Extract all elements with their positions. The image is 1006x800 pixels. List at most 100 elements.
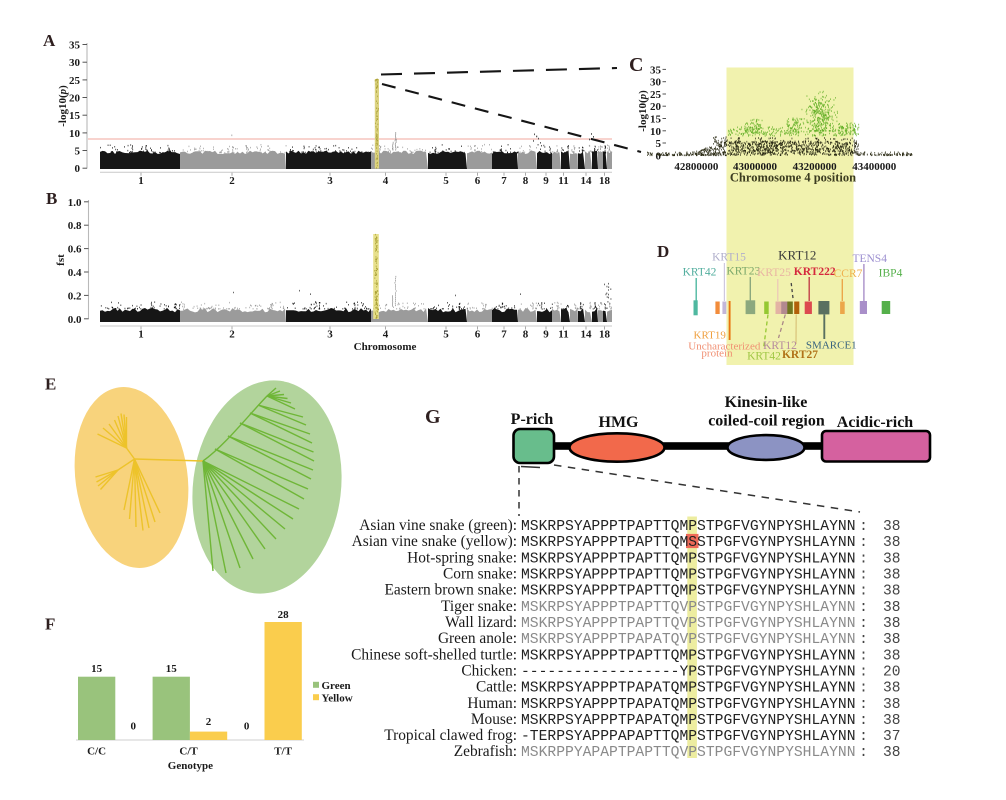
svg-text:38: 38 bbox=[883, 632, 901, 648]
svg-text:2: 2 bbox=[229, 175, 235, 187]
svg-text:7: 7 bbox=[501, 175, 507, 187]
svg-text:MSKRPSYAPPPTPAPTTQMPSTPGFVGYNP: MSKRPSYAPPPTPAPTTQMPSTPGFVGYNPYSHLAYNN bbox=[521, 568, 856, 584]
svg-text:A: A bbox=[43, 31, 56, 50]
svg-text:5: 5 bbox=[443, 175, 449, 187]
svg-text:10: 10 bbox=[69, 128, 81, 140]
svg-text:MSKRPSYAPPPTPAPATQMPSTPGFVGYNP: MSKRPSYAPPPTPAPATQMPSTPGFVGYNPYSHLAYNN bbox=[521, 697, 856, 713]
svg-text:Zebrafish:: Zebrafish: bbox=[454, 743, 517, 760]
svg-text:0.6: 0.6 bbox=[68, 244, 82, 256]
svg-text:14: 14 bbox=[581, 329, 593, 341]
svg-text:Chromosome 4 position: Chromosome 4 position bbox=[730, 171, 856, 185]
svg-text:14: 14 bbox=[581, 175, 593, 187]
svg-text:0.2: 0.2 bbox=[68, 290, 82, 302]
svg-text:3: 3 bbox=[327, 175, 333, 187]
svg-text:28: 28 bbox=[278, 609, 290, 621]
svg-text:1: 1 bbox=[138, 175, 144, 187]
svg-text:MSKRPSYAPPPTPAPTTQVPSTPGFVGYNP: MSKRPSYAPPPTPAPTTQVPSTPGFVGYNPYSHLAYNN bbox=[521, 600, 856, 616]
svg-text:37: 37 bbox=[883, 729, 901, 745]
svg-text:11: 11 bbox=[558, 329, 568, 341]
svg-text:KRT12: KRT12 bbox=[763, 340, 797, 352]
svg-text:Tiger snake:: Tiger snake: bbox=[441, 598, 517, 615]
svg-text:G: G bbox=[425, 406, 441, 428]
svg-text:38: 38 bbox=[883, 519, 901, 535]
svg-text:T/T: T/T bbox=[274, 746, 292, 758]
svg-text:MSKRPSYAPPPTPAPTTQMPSTPGFVGYNP: MSKRPSYAPPPTPAPTTQMPSTPGFVGYNPYSHLAYNN bbox=[521, 648, 856, 664]
svg-text:0: 0 bbox=[75, 163, 81, 175]
svg-text:IBP4: IBP4 bbox=[879, 268, 903, 280]
svg-text:Chromosome: Chromosome bbox=[354, 341, 417, 353]
svg-text:43200000: 43200000 bbox=[793, 161, 838, 173]
svg-text:9: 9 bbox=[543, 329, 549, 341]
svg-text:15: 15 bbox=[650, 114, 662, 126]
svg-text:KRT19: KRT19 bbox=[694, 330, 727, 342]
svg-text:------------------YPSTPGFVGYNP: ------------------YPSTPGFVGYNPYSHLAYNN bbox=[521, 665, 856, 681]
svg-text:8: 8 bbox=[523, 175, 529, 187]
svg-text:4: 4 bbox=[383, 175, 389, 187]
svg-text:MSKRPSYAPPPTPAPTTQMSSTPGFVGYNP: MSKRPSYAPPPTPAPTTQMSSTPGFVGYNPYSHLAYNN bbox=[521, 535, 856, 551]
svg-text::: : bbox=[859, 616, 868, 632]
svg-text::: : bbox=[859, 568, 868, 584]
svg-text::: : bbox=[859, 584, 868, 600]
svg-text:Chinese soft-shelled turtle:: Chinese soft-shelled turtle: bbox=[351, 646, 517, 663]
svg-text:E: E bbox=[45, 375, 56, 394]
svg-text:0: 0 bbox=[244, 721, 250, 733]
svg-text:4: 4 bbox=[383, 329, 389, 341]
svg-text::: : bbox=[859, 600, 868, 616]
svg-text:0: 0 bbox=[656, 150, 662, 162]
svg-text:MSKRPSYAPPPTPAPTTQMPSTPGFVGYNP: MSKRPSYAPPPTPAPTTQMPSTPGFVGYNPYSHLAYNN bbox=[521, 519, 856, 535]
svg-text:MSKRPSYAPPPTPAPATQVPSTPGFVGYNP: MSKRPSYAPPPTPAPATQVPSTPGFVGYNPYSHLAYNN bbox=[521, 632, 856, 648]
svg-text:KRT15: KRT15 bbox=[712, 252, 746, 264]
svg-text:KRT27: KRT27 bbox=[782, 349, 818, 361]
svg-text:38: 38 bbox=[883, 697, 901, 713]
svg-text:CCR7: CCR7 bbox=[834, 268, 863, 280]
svg-text:fst: fst bbox=[55, 254, 67, 266]
svg-text:MSKRPSYAPPPTPAPTTQMPSTPGFVGYNP: MSKRPSYAPPPTPAPTTQMPSTPGFVGYNPYSHLAYNN bbox=[521, 551, 856, 567]
svg-text:11: 11 bbox=[558, 175, 568, 187]
svg-text:Kinesin-like: Kinesin-like bbox=[725, 394, 808, 411]
svg-text:KRT12: KRT12 bbox=[778, 248, 816, 263]
svg-text:43400000: 43400000 bbox=[852, 161, 897, 173]
svg-text:38: 38 bbox=[883, 535, 901, 551]
svg-text:0.4: 0.4 bbox=[68, 267, 82, 279]
svg-text:2: 2 bbox=[206, 716, 212, 728]
svg-text:8: 8 bbox=[523, 329, 529, 341]
svg-text:KRT42: KRT42 bbox=[683, 267, 717, 279]
svg-text::: : bbox=[859, 551, 868, 567]
svg-text:Chicken:: Chicken: bbox=[461, 663, 517, 680]
svg-text:protein: protein bbox=[701, 348, 733, 360]
svg-text:7: 7 bbox=[501, 329, 507, 341]
svg-text:25: 25 bbox=[650, 89, 662, 101]
svg-text:Genotype: Genotype bbox=[168, 760, 213, 772]
svg-text:C: C bbox=[629, 54, 643, 76]
svg-text:1.0: 1.0 bbox=[68, 197, 82, 209]
svg-text::: : bbox=[859, 681, 868, 697]
svg-text:HMG: HMG bbox=[599, 414, 640, 431]
svg-text::: : bbox=[859, 697, 868, 713]
svg-text:0.0: 0.0 bbox=[68, 314, 82, 326]
svg-text:KRT25: KRT25 bbox=[757, 267, 791, 279]
svg-text:38: 38 bbox=[883, 616, 901, 632]
svg-text::: : bbox=[859, 745, 868, 761]
svg-text:D: D bbox=[657, 242, 669, 261]
svg-text:SMARCE1: SMARCE1 bbox=[806, 340, 857, 352]
svg-text::: : bbox=[859, 665, 868, 681]
svg-text:KRT23: KRT23 bbox=[726, 266, 760, 278]
svg-text:38: 38 bbox=[883, 551, 901, 567]
svg-text:10: 10 bbox=[650, 126, 662, 138]
svg-text:TENS4: TENS4 bbox=[852, 253, 887, 265]
svg-text:9: 9 bbox=[543, 175, 549, 187]
svg-text:35: 35 bbox=[69, 40, 81, 52]
svg-text:MSKRPSYAPPPTPAPTTQMPSTPGFVGYNP: MSKRPSYAPPPTPAPTTQMPSTPGFVGYNPYSHLAYNN bbox=[521, 584, 856, 600]
svg-text:5: 5 bbox=[443, 329, 449, 341]
svg-text:20: 20 bbox=[883, 665, 901, 681]
svg-text:43000000: 43000000 bbox=[733, 161, 778, 173]
svg-text:20: 20 bbox=[69, 93, 81, 105]
svg-text:Acidic-rich: Acidic-rich bbox=[837, 414, 914, 431]
svg-text:35: 35 bbox=[650, 64, 662, 76]
svg-text:38: 38 bbox=[883, 745, 901, 761]
svg-text:MSKRPPYAPAPTPAPTTQVPSTPGFVGYNP: MSKRPPYAPAPTPAPTTQVPSTPGFVGYNPYSHLAYNN bbox=[521, 745, 856, 761]
svg-text:-log10(p): -log10(p) bbox=[637, 90, 649, 132]
svg-text:0.8: 0.8 bbox=[68, 220, 82, 232]
svg-text:P-rich: P-rich bbox=[511, 411, 554, 428]
svg-text:Asian vine snake (yellow):: Asian vine snake (yellow): bbox=[352, 533, 517, 550]
